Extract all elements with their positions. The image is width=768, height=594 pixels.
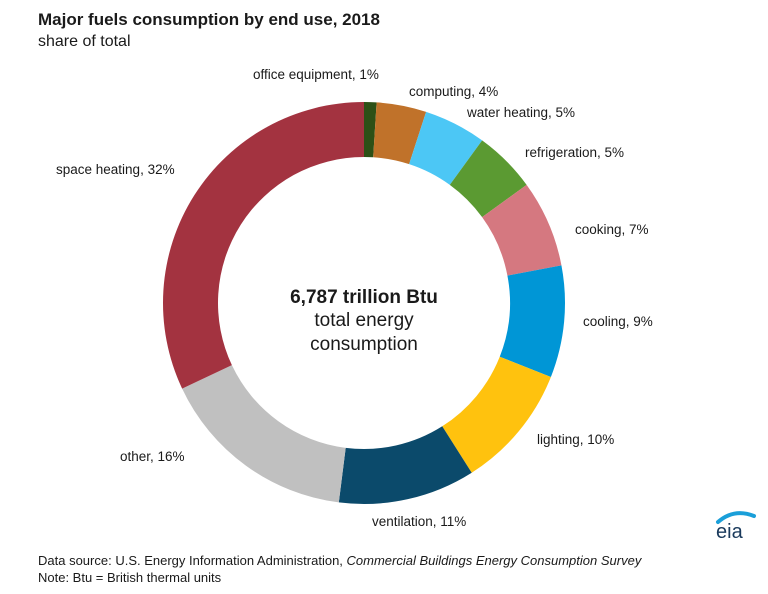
slice-refrigeration bbox=[449, 140, 527, 218]
slice-space-heating bbox=[162, 102, 364, 389]
label-cooking: cooking, 7% bbox=[575, 222, 649, 237]
label-water-heating: water heating, 5% bbox=[466, 105, 575, 120]
slice-cooling bbox=[499, 265, 566, 377]
label-lighting: lighting, 10% bbox=[537, 432, 614, 447]
svg-text:eia: eia bbox=[716, 521, 744, 542]
chart-title: Major fuels consumption by end use, 2018 bbox=[38, 10, 380, 29]
label-cooling: cooling, 9% bbox=[583, 314, 653, 329]
label-other: other, 16% bbox=[120, 449, 185, 464]
data-source: Data source: U.S. Energy Information Adm… bbox=[38, 553, 641, 568]
label-refrigeration: refrigeration, 5% bbox=[525, 145, 624, 160]
center-caption-line2: consumption bbox=[310, 334, 418, 355]
label-office-equipment: office equipment, 1% bbox=[253, 67, 379, 82]
center-caption-line1: total energy bbox=[314, 310, 414, 331]
slice-cooking bbox=[482, 184, 562, 276]
chart-subtitle: share of total bbox=[38, 33, 131, 50]
footnote: Note: Btu = British thermal units bbox=[38, 570, 222, 585]
slice-computing bbox=[373, 102, 427, 165]
label-space-heating: space heating, 32% bbox=[56, 162, 175, 177]
slice-ventilation bbox=[338, 426, 472, 504]
center-total-value: 6,787 trillion Btu bbox=[290, 287, 438, 308]
slice-water-heating bbox=[409, 111, 483, 185]
source-title: Commercial Buildings Energy Consumption … bbox=[346, 553, 642, 568]
label-computing: computing, 4% bbox=[409, 84, 498, 99]
eia-logo: eia bbox=[716, 511, 756, 542]
slice-other bbox=[182, 365, 346, 503]
center-text: 6,787 trillion Btu total energy consumpt… bbox=[264, 287, 464, 357]
source-prefix: Data source: U.S. Energy Information Adm… bbox=[38, 553, 347, 568]
slice-office-equipment bbox=[364, 102, 377, 158]
slice-lighting bbox=[442, 356, 551, 473]
label-ventilation: ventilation, 11% bbox=[372, 514, 466, 529]
